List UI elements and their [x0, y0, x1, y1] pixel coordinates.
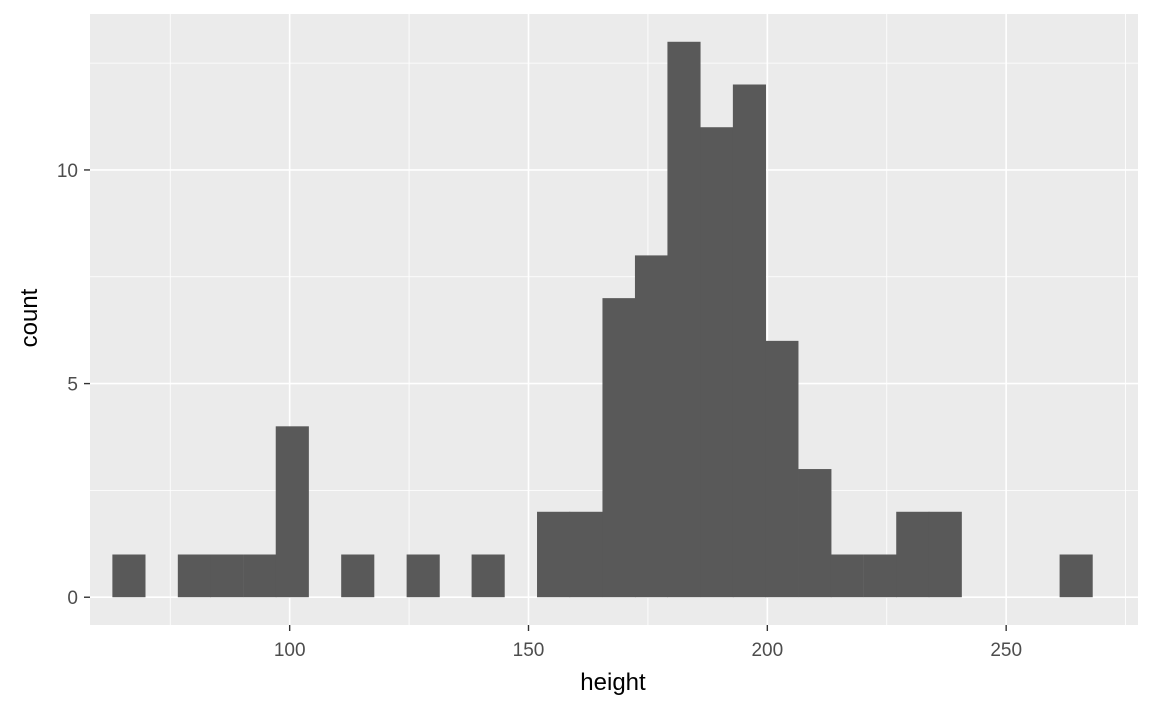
histogram-bars [112, 41, 1093, 598]
x-tick-label: 100 [274, 640, 306, 661]
histogram-bar [798, 469, 832, 598]
histogram-bar [275, 426, 309, 598]
y-axis: 0 5 10 [57, 161, 90, 609]
histogram-bar [537, 511, 571, 598]
histogram-bar [1059, 554, 1093, 598]
histogram-bar [700, 127, 734, 598]
histogram-bar [667, 41, 701, 598]
histogram-bar [732, 84, 766, 598]
y-tick-label: 5 [67, 375, 78, 396]
histogram-bar [896, 511, 930, 598]
histogram-bar [634, 255, 669, 598]
histogram-bar [177, 554, 211, 598]
histogram-bar [406, 554, 440, 598]
histogram-bar [863, 554, 897, 598]
histogram-bar [471, 554, 505, 598]
x-tick-label: 150 [513, 640, 545, 661]
histogram-bar [210, 554, 244, 598]
x-axis: 100 150 200 250 [274, 625, 1022, 661]
x-axis-title: height [580, 669, 646, 696]
histogram-bar [765, 340, 799, 598]
histogram-bar [602, 298, 636, 598]
histogram-bar [830, 554, 864, 598]
histogram-bar [928, 511, 962, 598]
y-axis-title: count [16, 288, 43, 347]
histogram-bar [243, 554, 277, 598]
histogram-bar [112, 554, 146, 598]
y-tick-label: 0 [67, 588, 78, 609]
x-tick-label: 250 [990, 640, 1022, 661]
y-tick-label: 10 [57, 161, 78, 182]
histogram-bar [569, 511, 603, 598]
x-tick-label: 200 [751, 640, 783, 661]
histogram-bar [341, 554, 375, 598]
